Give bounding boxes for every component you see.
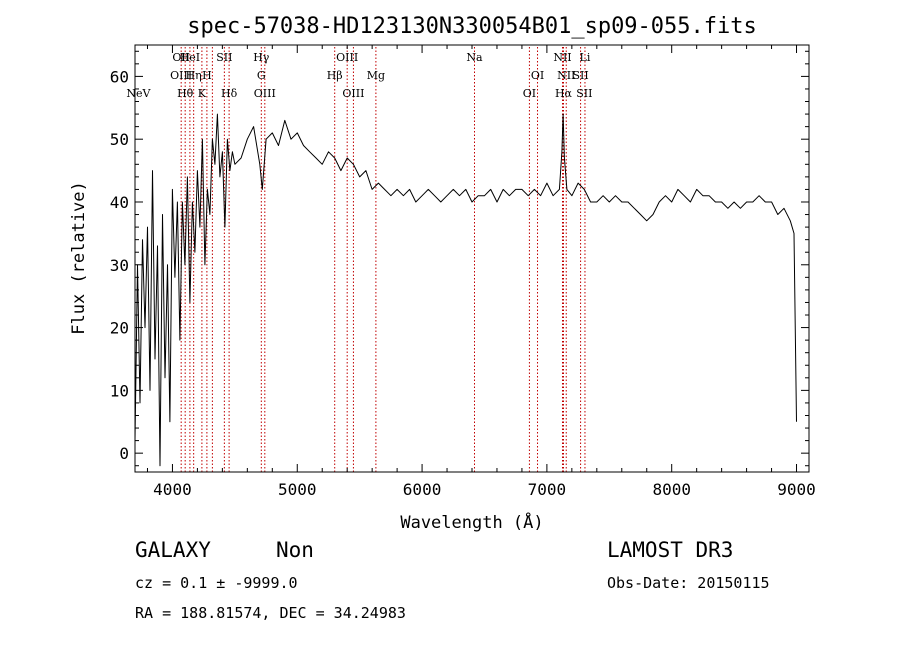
marker-label-21: NII: [557, 69, 575, 82]
plot-frame: [134, 44, 810, 473]
marker-label-4: HeI: [180, 51, 200, 64]
marker-label-18: OI: [531, 69, 544, 82]
marker-label-6: K: [198, 87, 207, 100]
x-axis-label: Wavelength (Å): [400, 511, 543, 533]
marker-label-12: OIII: [254, 87, 276, 100]
object-class-label: GALAXY: [135, 538, 211, 562]
x-tick-label-0: 4000: [153, 480, 192, 499]
marker-label-22: Hα: [555, 87, 573, 100]
x-tick-label-3: 7000: [528, 480, 567, 499]
marker-label-0: NeV: [126, 87, 151, 100]
x-tick-label-2: 6000: [403, 480, 442, 499]
marker-label-8: SII: [216, 51, 232, 64]
marker-label-19: OI: [523, 87, 536, 100]
marker-label-11: G: [257, 69, 266, 82]
marker-label-25: SII: [576, 87, 592, 100]
marker-label-3: Hθ: [177, 87, 194, 100]
emission-line-markers: NeV OII OIII Hθ HeI Hη KH SII Hδ Hγ G OIII OIII Hβ OII…: [126, 47, 592, 472]
chart-title: spec-57038-HD123130N330054B01_sp09-055.f…: [187, 14, 757, 39]
spectrum-chart: spec-57038-HD123130N330054B01_sp09-055.f…: [69, 14, 816, 533]
y-tick-label-1: 10: [110, 381, 129, 400]
marker-label-9: Hδ: [221, 87, 238, 100]
obs-date-line: Obs-Date: 20150115: [607, 574, 770, 592]
y-tick-label-3: 30: [110, 256, 129, 275]
object-subclass-label: Non: [276, 538, 314, 562]
marker-label-10: Hγ: [253, 51, 270, 64]
coordinates-line: RA = 188.81574, DEC = 34.24983: [135, 604, 406, 622]
marker-label-17: Na: [466, 51, 483, 64]
marker-label-20: NII: [553, 51, 571, 64]
x-tick-label-4: 8000: [652, 480, 691, 499]
survey-label: LAMOST DR3: [607, 538, 734, 562]
y-axis-label: Flux (relative): [69, 181, 89, 335]
y-tick-label-4: 40: [110, 193, 129, 212]
y-tick-label-2: 20: [110, 319, 129, 338]
y-tick-label-0: 0: [119, 444, 129, 463]
redshift-line: cz = 0.1 ± -9999.0: [135, 574, 298, 592]
marker-label-7: H: [202, 69, 212, 82]
marker-label-2: OIII: [170, 69, 192, 82]
spectrum-series: [134, 113, 797, 467]
y-tick-label-5: 50: [110, 130, 129, 149]
marker-label-15: OIII: [342, 87, 364, 100]
x-tick-label-5: 9000: [777, 480, 816, 499]
marker-label-14: Hβ: [327, 69, 343, 82]
marker-label-24: SII: [572, 69, 588, 82]
x-tick-label-1: 5000: [278, 480, 317, 499]
marker-label-16: Mg: [367, 69, 385, 82]
marker-label-23: Li: [580, 51, 591, 64]
marker-label-5: Hη: [186, 69, 202, 82]
spectrum-line-0: [134, 113, 797, 467]
axis-ticks: 4000 5000 6000 7000 8000 9000 0 10 20 30 40 50 60: [110, 45, 816, 499]
marker-label-13: OIII: [336, 51, 358, 64]
marker-label-1: OII: [172, 51, 190, 64]
y-tick-label-6: 60: [110, 67, 129, 86]
